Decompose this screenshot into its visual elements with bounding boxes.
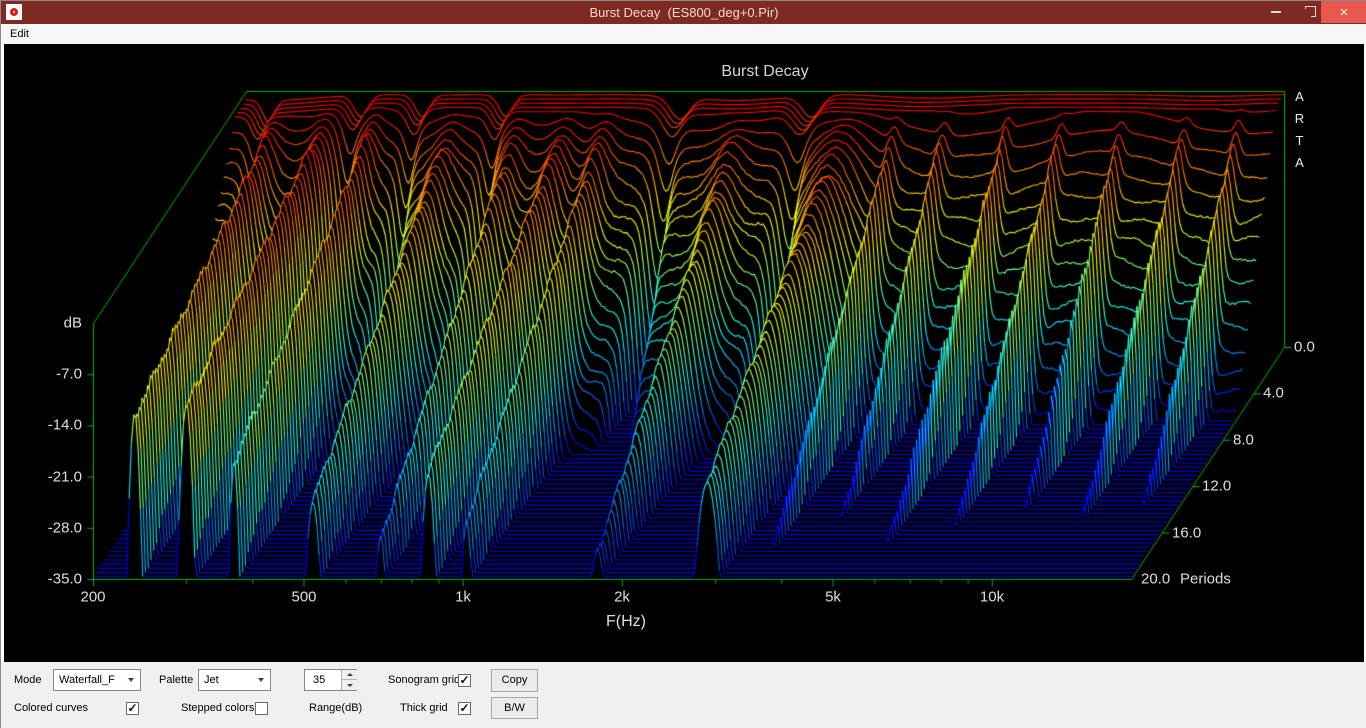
arrow-down-icon xyxy=(346,683,353,687)
palette-label: Palette xyxy=(159,674,194,686)
window-title: Burst Decay (ES800_deg+0.Pir) xyxy=(589,5,779,20)
menubar: Edit xyxy=(1,24,1366,44)
menu-item-edit[interactable]: Edit xyxy=(10,28,29,40)
restore-icon xyxy=(1301,6,1316,18)
mode-select[interactable]: Waterfall_F xyxy=(53,669,141,691)
stepped-colors-checkbox[interactable] xyxy=(255,702,268,715)
spin-down-button[interactable] xyxy=(342,680,357,690)
sonogram-grid-checkbox[interactable]: ✓ xyxy=(458,673,471,687)
plot-area: Burst Decay ARTA dB -7.0 -14.0 -21.0 -28… xyxy=(4,44,1364,662)
copy-button[interactable]: Copy xyxy=(491,669,538,692)
minimize-icon xyxy=(1271,11,1281,13)
window-buttons: × xyxy=(1261,1,1366,24)
titlebar: Burst Decay (ES800_deg+0.Pir) × xyxy=(1,1,1366,24)
mode-value: Waterfall_F xyxy=(59,674,115,686)
spin-up-button[interactable] xyxy=(342,670,357,680)
restore-button[interactable] xyxy=(1291,1,1321,23)
stepped-colors-label: Stepped colors xyxy=(181,702,255,714)
waterfall-plot-canvas xyxy=(4,44,1364,662)
palette-select[interactable]: Jet xyxy=(198,669,271,691)
palette-value: Jet xyxy=(204,674,219,686)
spinner-buttons xyxy=(341,670,357,690)
sonogram-grid-label: Sonogram grid xyxy=(388,674,461,686)
control-bar: Mode Waterfall_F Palette Jet 35 Sonogram… xyxy=(1,662,1366,728)
thick-grid-label: Thick grid xyxy=(400,702,448,714)
range-db-spinner[interactable]: 35 xyxy=(304,669,357,691)
app-icon[interactable] xyxy=(6,4,22,20)
bw-button[interactable]: B/W xyxy=(491,697,538,719)
plot-frame: Burst Decay ARTA dB -7.0 -14.0 -21.0 -28… xyxy=(1,44,1366,662)
colored-curves-label: Colored curves xyxy=(14,702,88,714)
range-db-value: 35 xyxy=(313,674,326,686)
thick-grid-checkbox[interactable]: ✓ xyxy=(458,701,471,715)
arrow-up-icon xyxy=(346,673,353,676)
close-button[interactable]: × xyxy=(1321,1,1366,23)
range-db-label: Range(dB) xyxy=(309,702,363,714)
minimize-button[interactable] xyxy=(1261,1,1291,23)
chevron-down-icon xyxy=(253,671,269,689)
colored-curves-checkbox[interactable]: ✓ xyxy=(126,701,139,715)
chevron-down-icon xyxy=(123,671,139,689)
mode-label: Mode xyxy=(14,674,42,686)
arta-logo-icon xyxy=(10,8,18,16)
